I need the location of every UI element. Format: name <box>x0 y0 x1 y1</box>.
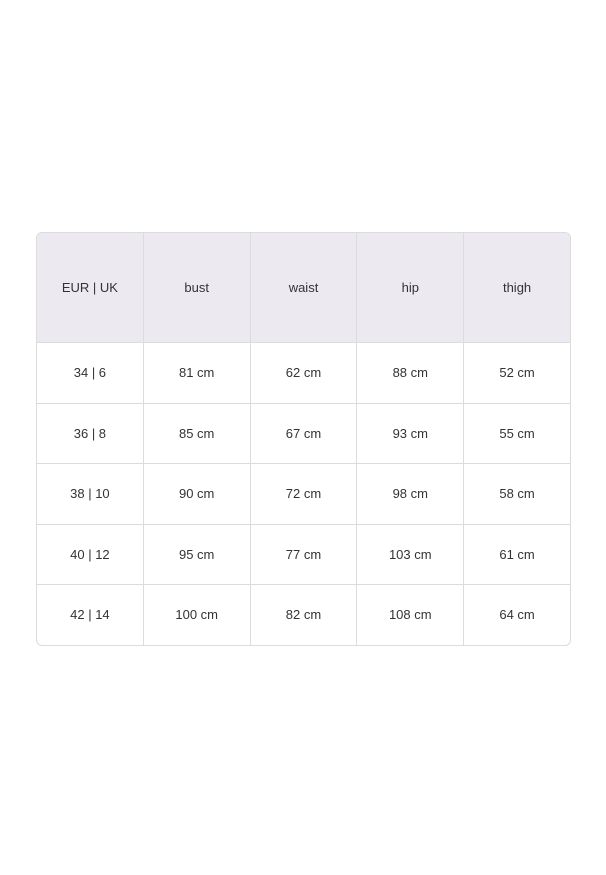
table-cell: 85 cm <box>143 403 251 464</box>
table-cell: 67 cm <box>250 403 358 464</box>
table-cell: 98 cm <box>357 464 465 525</box>
table-cell: 72 cm <box>250 464 358 525</box>
table-row: 38 | 10 90 cm 72 cm 98 cm 58 cm <box>37 464 570 525</box>
table-cell: 88 cm <box>357 343 465 404</box>
table-cell: 93 cm <box>357 403 465 464</box>
table-cell: 64 cm <box>499 607 535 623</box>
table-cell: 61 cm <box>464 525 570 585</box>
table-cell: 58 cm <box>464 464 570 525</box>
table-cell: 34 | 6 <box>37 343 144 404</box>
table-cell: 36 | 8 <box>37 403 144 464</box>
table-row: 34 | 6 81 cm 62 cm 88 cm 52 cm <box>37 343 570 404</box>
table-cell: 55 cm <box>464 404 570 464</box>
header-row: EUR | UK bust waist hip thigh <box>37 233 570 343</box>
column-header: hip <box>357 233 465 343</box>
column-header: bust <box>143 233 251 343</box>
table-cell: 95 cm <box>143 524 251 585</box>
table-cell: 38 | 10 <box>37 464 144 525</box>
table-cell: 82 cm <box>251 585 358 645</box>
table-cell: 81 cm <box>143 343 251 404</box>
table-cell: 42 | 14 <box>37 585 144 645</box>
table-cell: 77 cm <box>250 524 358 585</box>
table-cell: 90 cm <box>143 464 251 525</box>
column-header: thigh <box>464 233 570 343</box>
column-header: EUR | UK <box>37 233 144 343</box>
size-chart-table: EUR | UK bust waist hip thigh 34 | 6 81 cm 62 … <box>36 232 571 646</box>
table-cell: 62 cm <box>250 343 358 404</box>
column-header: waist <box>250 233 358 343</box>
table-cell: 100 cm <box>144 585 251 645</box>
table-cell: 40 | 12 <box>37 524 144 585</box>
table-cell: 52 cm <box>464 343 570 404</box>
table-row: 42 | 14 100 cm 82 cm 108 cm 64 cm <box>37 585 570 645</box>
table-row: 40 | 12 95 cm 77 cm 103 cm 61 cm <box>37 524 570 585</box>
table-cell: 108 cm <box>357 585 465 645</box>
table-cell: 103 cm <box>357 524 465 585</box>
table-row: 36 | 8 85 cm 67 cm 93 cm 55 cm <box>37 403 570 464</box>
